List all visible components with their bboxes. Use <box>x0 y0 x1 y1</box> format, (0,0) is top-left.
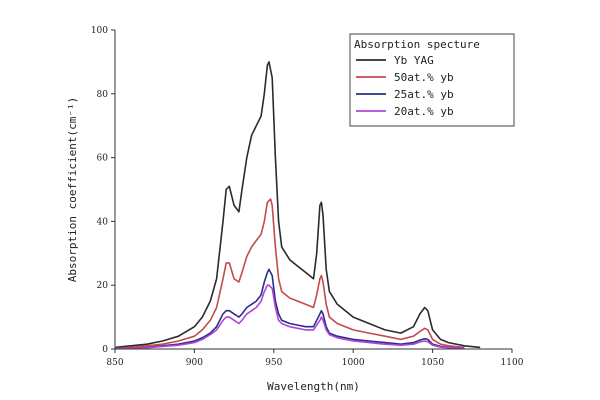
y-tick-label: 40 <box>97 217 109 227</box>
series-line-2 <box>114 198 465 350</box>
legend-label-1: Yb YAG <box>394 54 434 67</box>
x-tick-label: 850 <box>106 358 123 368</box>
series-line-1 <box>114 61 481 349</box>
x-tick-label: 950 <box>265 358 282 368</box>
x-axis-title: Wavelength(nm) <box>267 380 360 393</box>
y-tick-label: 80 <box>97 90 109 100</box>
legend-label-3: 25at.% yb <box>394 88 454 101</box>
legend-label-4: 20at.% yb <box>394 105 454 118</box>
legend-items: Yb YAG 50at.% yb 25at.% yb 20at.% yb <box>356 54 454 118</box>
x-tick-label: 1000 <box>342 358 365 368</box>
y-axis-title: Absorption coefficient(cm⁻¹) <box>66 97 79 282</box>
series-line-4 <box>114 284 465 350</box>
legend-label-2: 50at.% yb <box>394 71 454 84</box>
y-tick-label: 60 <box>97 154 109 164</box>
y-tick-label: 20 <box>97 281 109 291</box>
axes <box>114 30 512 350</box>
y-tick-label: 100 <box>91 26 108 36</box>
series-lines <box>114 61 481 350</box>
legend: Absorption specture Yb YAG 50at.% yb 25at.… <box>349 33 515 127</box>
y-tick-label: 0 <box>102 345 108 355</box>
x-tick-label: 1100 <box>501 358 524 368</box>
x-tick-label: 1050 <box>421 358 444 368</box>
legend-title: Absorption specture <box>354 38 480 51</box>
series-line-3 <box>114 268 465 350</box>
x-tick-label: 900 <box>186 358 203 368</box>
tick-marks: 850 900 950 1000 1050 1100 0 20 40 60 80 100 <box>91 26 524 368</box>
